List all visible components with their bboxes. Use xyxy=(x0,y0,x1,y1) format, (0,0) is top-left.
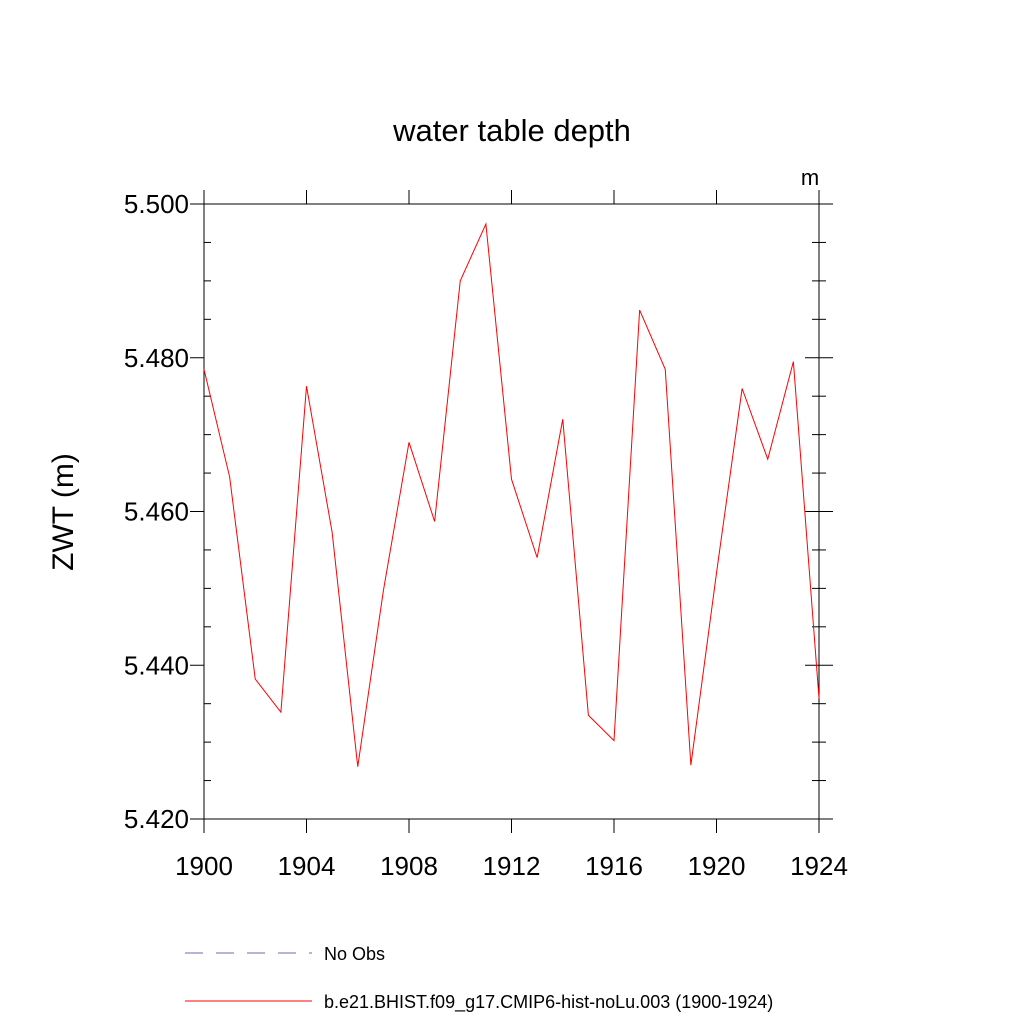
series-line xyxy=(203,222,820,767)
x-tick-label: 1904 xyxy=(278,851,336,881)
y-tick-label: 5.460 xyxy=(124,497,189,527)
tick-labels: 1900 1904 1908 1912 1916 1920 1924 5.420 5.440 5.… xyxy=(124,189,848,881)
x-tick-label: 1924 xyxy=(790,851,848,881)
axis-ticks xyxy=(190,190,833,833)
x-tick-label: 1908 xyxy=(380,851,438,881)
x-tick-label: 1916 xyxy=(585,851,643,881)
y-tick-label: 5.420 xyxy=(124,804,189,834)
chart-title: water table depth xyxy=(392,113,631,148)
legend: No Obs b.e21.BHIST.f09_g17.CMIP6-hist-no… xyxy=(185,944,773,1013)
y-tick-label: 5.500 xyxy=(124,189,189,219)
x-tick-label: 1920 xyxy=(688,851,746,881)
y-axis-label: ZWT (m) xyxy=(47,453,80,571)
x-tick-label: 1912 xyxy=(483,851,541,881)
legend-label-series: b.e21.BHIST.f09_g17.CMIP6-hist-noLu.003 … xyxy=(324,992,773,1013)
y-tick-label: 5.440 xyxy=(124,650,189,680)
y-tick-label: 5.480 xyxy=(124,343,189,373)
plot-area: 1900 1904 1908 1912 1916 1920 1924 5.420 5.440 5.… xyxy=(124,189,848,881)
legend-label-no-obs: No Obs xyxy=(324,944,385,964)
x-tick-label: 1900 xyxy=(175,851,233,881)
units-label: m xyxy=(801,165,819,190)
series-layer xyxy=(203,222,820,767)
